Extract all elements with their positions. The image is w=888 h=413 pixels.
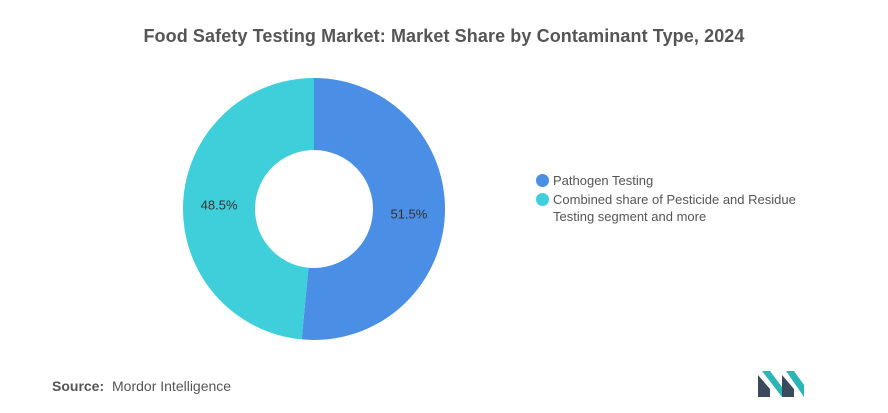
- legend-item-0: Pathogen Testing: [536, 172, 836, 189]
- donut-slice-0: [301, 78, 446, 340]
- source-text: Mordor Intelligence: [112, 378, 232, 394]
- legend-marker: [536, 193, 549, 206]
- slice-data-label-0: 51.5%: [390, 206, 427, 221]
- mordor-intelligence-logo: [758, 371, 804, 397]
- donut-slice-1: [183, 78, 314, 340]
- legend-item-1: Combined share of Pesticide and Residue …: [536, 191, 836, 225]
- slice-data-label-1: 48.5%: [201, 198, 238, 213]
- source-note: Source: Mordor Intelligence: [52, 378, 231, 394]
- chart-legend: Pathogen Testing Combined share of Pestic…: [536, 172, 836, 227]
- chart-title: Food Safety Testing Market: Market Share…: [143, 26, 745, 46]
- legend-label: Combined share of Pesticide and Residue …: [553, 192, 796, 224]
- legend-marker: [536, 174, 549, 187]
- source-label: Source:: [52, 378, 105, 394]
- legend-label: Pathogen Testing: [553, 173, 654, 188]
